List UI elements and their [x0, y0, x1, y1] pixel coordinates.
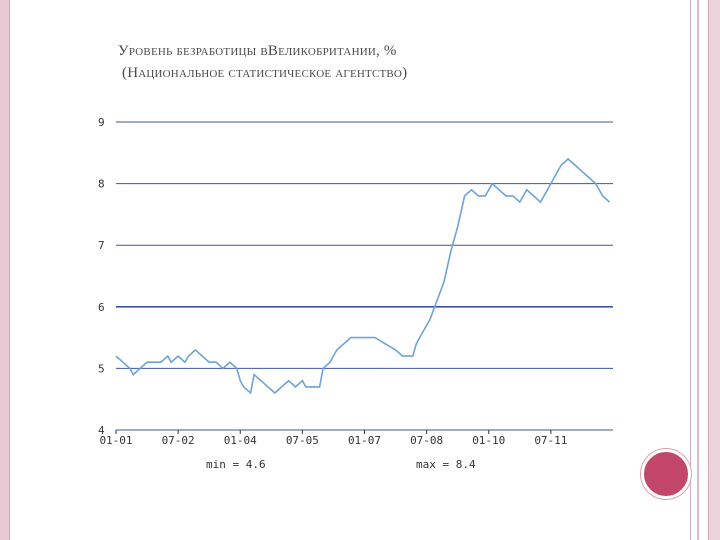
decorative-circle	[641, 449, 691, 499]
chart-title: Уровень безработицы вВеликобритании, % (…	[118, 40, 638, 84]
y-tick-labels: 9 8 7 6 5 4	[98, 116, 105, 437]
y-tick-label: 5	[98, 362, 105, 375]
chart-title-line1: Уровень безработицы вВеликобритании, %	[118, 43, 397, 59]
chart-title-line2: (Национальное статистическое агентство)	[122, 65, 408, 81]
y-tick-label: 9	[98, 116, 105, 129]
y-tick-label: 4	[98, 424, 105, 437]
y-tick-label: 8	[98, 178, 105, 191]
max-label: max = 8.4	[416, 458, 476, 471]
slide-frame-right	[708, 0, 720, 540]
min-label: min = 4.6	[206, 458, 266, 471]
x-tick-label: 07-11	[534, 434, 567, 447]
series-line	[115, 157, 611, 395]
x-tick-label: 07-08	[410, 434, 443, 447]
x-tick-label: 01-07	[348, 434, 381, 447]
x-tick-label: 07-05	[286, 434, 319, 447]
x-tick-labels: 01-01 07-02 01-04 07-05 01-07 07-08 01-10 07-11	[99, 430, 567, 447]
x-tick-label: 01-01	[99, 434, 132, 447]
slide-frame-left	[0, 0, 10, 540]
x-tick-label: 07-02	[162, 434, 195, 447]
x-tick-label: 01-04	[224, 434, 257, 447]
x-tick-label: 01-10	[472, 434, 505, 447]
y-tick-label: 7	[98, 239, 105, 252]
grid-lines	[116, 121, 613, 431]
y-tick-label: 6	[98, 301, 105, 314]
slide-frame-right-line-2	[697, 0, 699, 540]
slide-frame-right-line	[690, 0, 691, 540]
